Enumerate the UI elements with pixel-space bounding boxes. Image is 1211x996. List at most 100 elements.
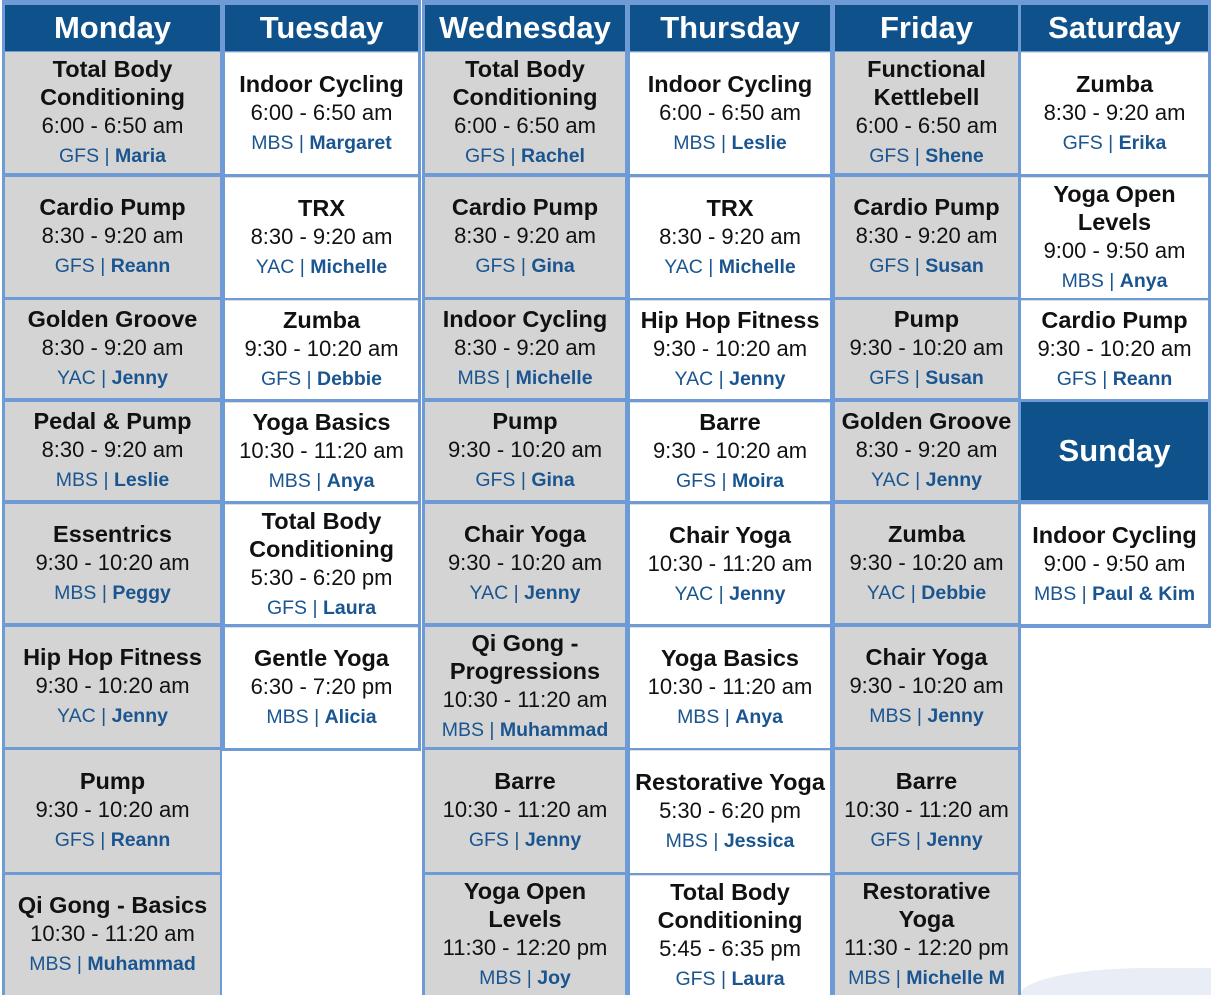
class-name: Yoga Open Levels bbox=[1053, 181, 1176, 235]
class-name: Indoor Cycling bbox=[1032, 521, 1197, 548]
class-time: 9:30 - 10:20 am bbox=[447, 549, 603, 575]
class-time: 9:00 - 9:50 am bbox=[1043, 550, 1186, 576]
class-location-instructor: GFS | Laura bbox=[675, 968, 785, 990]
day-column-saturday: Saturday Zumba 8:30 - 9:20 am GFS | Erika Yo… bbox=[1018, 0, 1211, 628]
class-cell: Total Body Conditioning 5:30 - 6:20 pm GFS… bbox=[225, 504, 418, 624]
class-location: YAC bbox=[469, 581, 509, 604]
class-time: 6:00 - 6:50 am bbox=[659, 99, 801, 125]
class-instructor: Rachel bbox=[521, 144, 585, 167]
class-location-instructor: GFS | Rachel bbox=[465, 144, 585, 167]
empty-area bbox=[222, 751, 421, 995]
class-instructor: Jenny bbox=[524, 581, 581, 604]
class-time: 9:30 - 10:20 am bbox=[244, 336, 399, 361]
class-cell: Zumba 9:30 - 10:20 am YAC | Debbie bbox=[835, 504, 1018, 623]
class-cell: Pump 9:30 - 10:20 am GFS | Susan bbox=[835, 300, 1018, 398]
class-time: 9:30 - 10:20 am bbox=[35, 549, 190, 575]
class-time: 6:00 - 6:50 am bbox=[41, 112, 184, 138]
class-time: 9:30 - 10:20 am bbox=[849, 335, 1004, 360]
class-location: GFS bbox=[475, 255, 516, 277]
class-name: TRX bbox=[706, 195, 754, 221]
class-cell: TRX 8:30 - 9:20 am YAC | Michelle bbox=[225, 177, 418, 298]
class-name: Zumba bbox=[1075, 70, 1154, 97]
class-location-instructor: MBS | Anya bbox=[1061, 270, 1168, 292]
class-name: Indoor Cycling bbox=[239, 70, 404, 97]
class-instructor: Margaret bbox=[309, 131, 392, 154]
class-time: 5:45 - 6:35 pm bbox=[659, 936, 801, 961]
class-time: 9:30 - 10:20 am bbox=[652, 438, 808, 463]
class-location: MBS bbox=[54, 581, 97, 604]
class-instructor: Gina bbox=[531, 255, 575, 277]
class-time: 11:30 - 12:20 pm bbox=[442, 935, 608, 960]
class-location: YAC bbox=[57, 705, 96, 727]
class-instructor: Reann bbox=[110, 829, 171, 851]
class-cell: Hip Hop Fitness 9:30 - 10:20 am YAC | Jenn… bbox=[630, 300, 830, 399]
class-time: 8:30 - 9:20 am bbox=[250, 224, 393, 249]
class-location-instructor: MBS | Michelle M bbox=[848, 967, 1005, 989]
class-location: MBS bbox=[479, 967, 522, 989]
class-location: MBS bbox=[251, 131, 294, 154]
class-time: 8:30 - 9:20 am bbox=[41, 223, 184, 248]
class-name: Indoor Cycling bbox=[442, 306, 608, 332]
class-time: 10:30 - 11:20 am bbox=[239, 438, 404, 463]
class-location: GFS bbox=[468, 829, 509, 851]
class-time: 10:30 - 11:20 am bbox=[442, 687, 608, 712]
class-cell: Qi Gong - Basics 10:30 - 11:20 am MBS | Mu… bbox=[5, 875, 220, 995]
class-name: Golden Groove bbox=[841, 408, 1012, 434]
class-name: Barre bbox=[895, 768, 958, 794]
class-instructor: Jenny bbox=[111, 705, 168, 727]
class-cell: Yoga Open Levels 9:00 - 9:50 am MBS | Anya bbox=[1021, 177, 1208, 298]
class-instructor: Laura bbox=[322, 596, 377, 619]
class-name: Chair Yoga bbox=[865, 644, 988, 670]
day-header: Thursday bbox=[630, 5, 830, 51]
class-location-instructor: MBS | Michelle bbox=[457, 367, 593, 389]
class-time: 6:30 - 7:20 pm bbox=[250, 674, 393, 699]
day-header: Tuesday bbox=[225, 5, 418, 51]
class-instructor: Michelle bbox=[718, 256, 796, 278]
class-name: Indoor Cycling bbox=[647, 70, 813, 97]
class-cell: Pump 9:30 - 10:20 am GFS | Reann bbox=[5, 750, 220, 872]
class-cell: Pump 9:30 - 10:20 am GFS | Gina bbox=[425, 402, 625, 500]
class-name: Yoga Open Levels bbox=[463, 878, 587, 932]
class-time: 9:30 - 10:20 am bbox=[652, 336, 808, 361]
class-time: 8:30 - 9:20 am bbox=[1043, 99, 1186, 125]
class-name: Restorative Yoga bbox=[635, 769, 825, 795]
class-time: 8:30 - 9:20 am bbox=[41, 335, 184, 360]
class-time: 8:30 - 9:20 am bbox=[659, 224, 801, 249]
class-location: GFS bbox=[1062, 131, 1103, 154]
class-cell: Indoor Cycling 6:00 - 6:50 am MBS | Leslie bbox=[630, 52, 830, 174]
class-location-instructor: GFS | Jenny bbox=[870, 829, 983, 851]
class-time: 6:00 - 6:50 am bbox=[454, 112, 596, 138]
class-instructor: Jenny bbox=[524, 829, 582, 851]
class-instructor: Leslie bbox=[731, 131, 787, 154]
class-location-instructor: GFS | Jenny bbox=[468, 829, 582, 851]
day-column-tuesday: Tuesday Indoor Cycling 6:00 - 6:50 am MBS |… bbox=[222, 0, 421, 751]
class-location-instructor: YAC | Jenny bbox=[469, 581, 581, 604]
class-instructor: Muhammad bbox=[499, 719, 609, 741]
class-location-instructor: GFS | Debbie bbox=[260, 368, 382, 390]
class-time: 5:30 - 6:20 pm bbox=[250, 564, 393, 590]
class-time: 10:30 - 11:20 am bbox=[647, 674, 813, 699]
class-location: GFS bbox=[475, 469, 516, 491]
class-cell: Restorative Yoga 5:30 - 6:20 pm MBS | Jess… bbox=[630, 750, 830, 873]
day-header: Friday bbox=[835, 5, 1018, 51]
class-location-instructor: GFS | Susan bbox=[869, 367, 984, 389]
class-name: Cardio Pump bbox=[853, 194, 1000, 220]
day-column-monday: Monday Total Body Conditioning 6:00 - 6:50… bbox=[2, 0, 223, 995]
class-location: MBS bbox=[1061, 270, 1104, 292]
class-name: Total Body Conditioning bbox=[249, 507, 394, 562]
class-instructor: Susan bbox=[925, 367, 984, 389]
class-location: YAC bbox=[255, 256, 295, 278]
class-instructor: Muhammad bbox=[87, 953, 196, 975]
class-cell: Essentrics 9:30 - 10:20 am MBS | Peggy bbox=[5, 504, 220, 623]
class-name: Hip Hop Fitness bbox=[640, 307, 820, 333]
class-name: Barre bbox=[494, 768, 556, 794]
class-location-instructor: GFS | Reann bbox=[54, 255, 171, 277]
class-location: MBS bbox=[869, 705, 912, 727]
class-instructor: Anya bbox=[326, 470, 375, 492]
class-location: GFS bbox=[675, 968, 716, 990]
day-column-thursday: Thursday Indoor Cycling 6:00 - 6:50 am MBS … bbox=[627, 0, 833, 996]
class-location: GFS bbox=[465, 144, 506, 167]
class-name: Qi Gong - Progressions bbox=[449, 630, 601, 684]
class-instructor: Maria bbox=[115, 144, 166, 167]
class-name: Zumba bbox=[282, 307, 361, 333]
